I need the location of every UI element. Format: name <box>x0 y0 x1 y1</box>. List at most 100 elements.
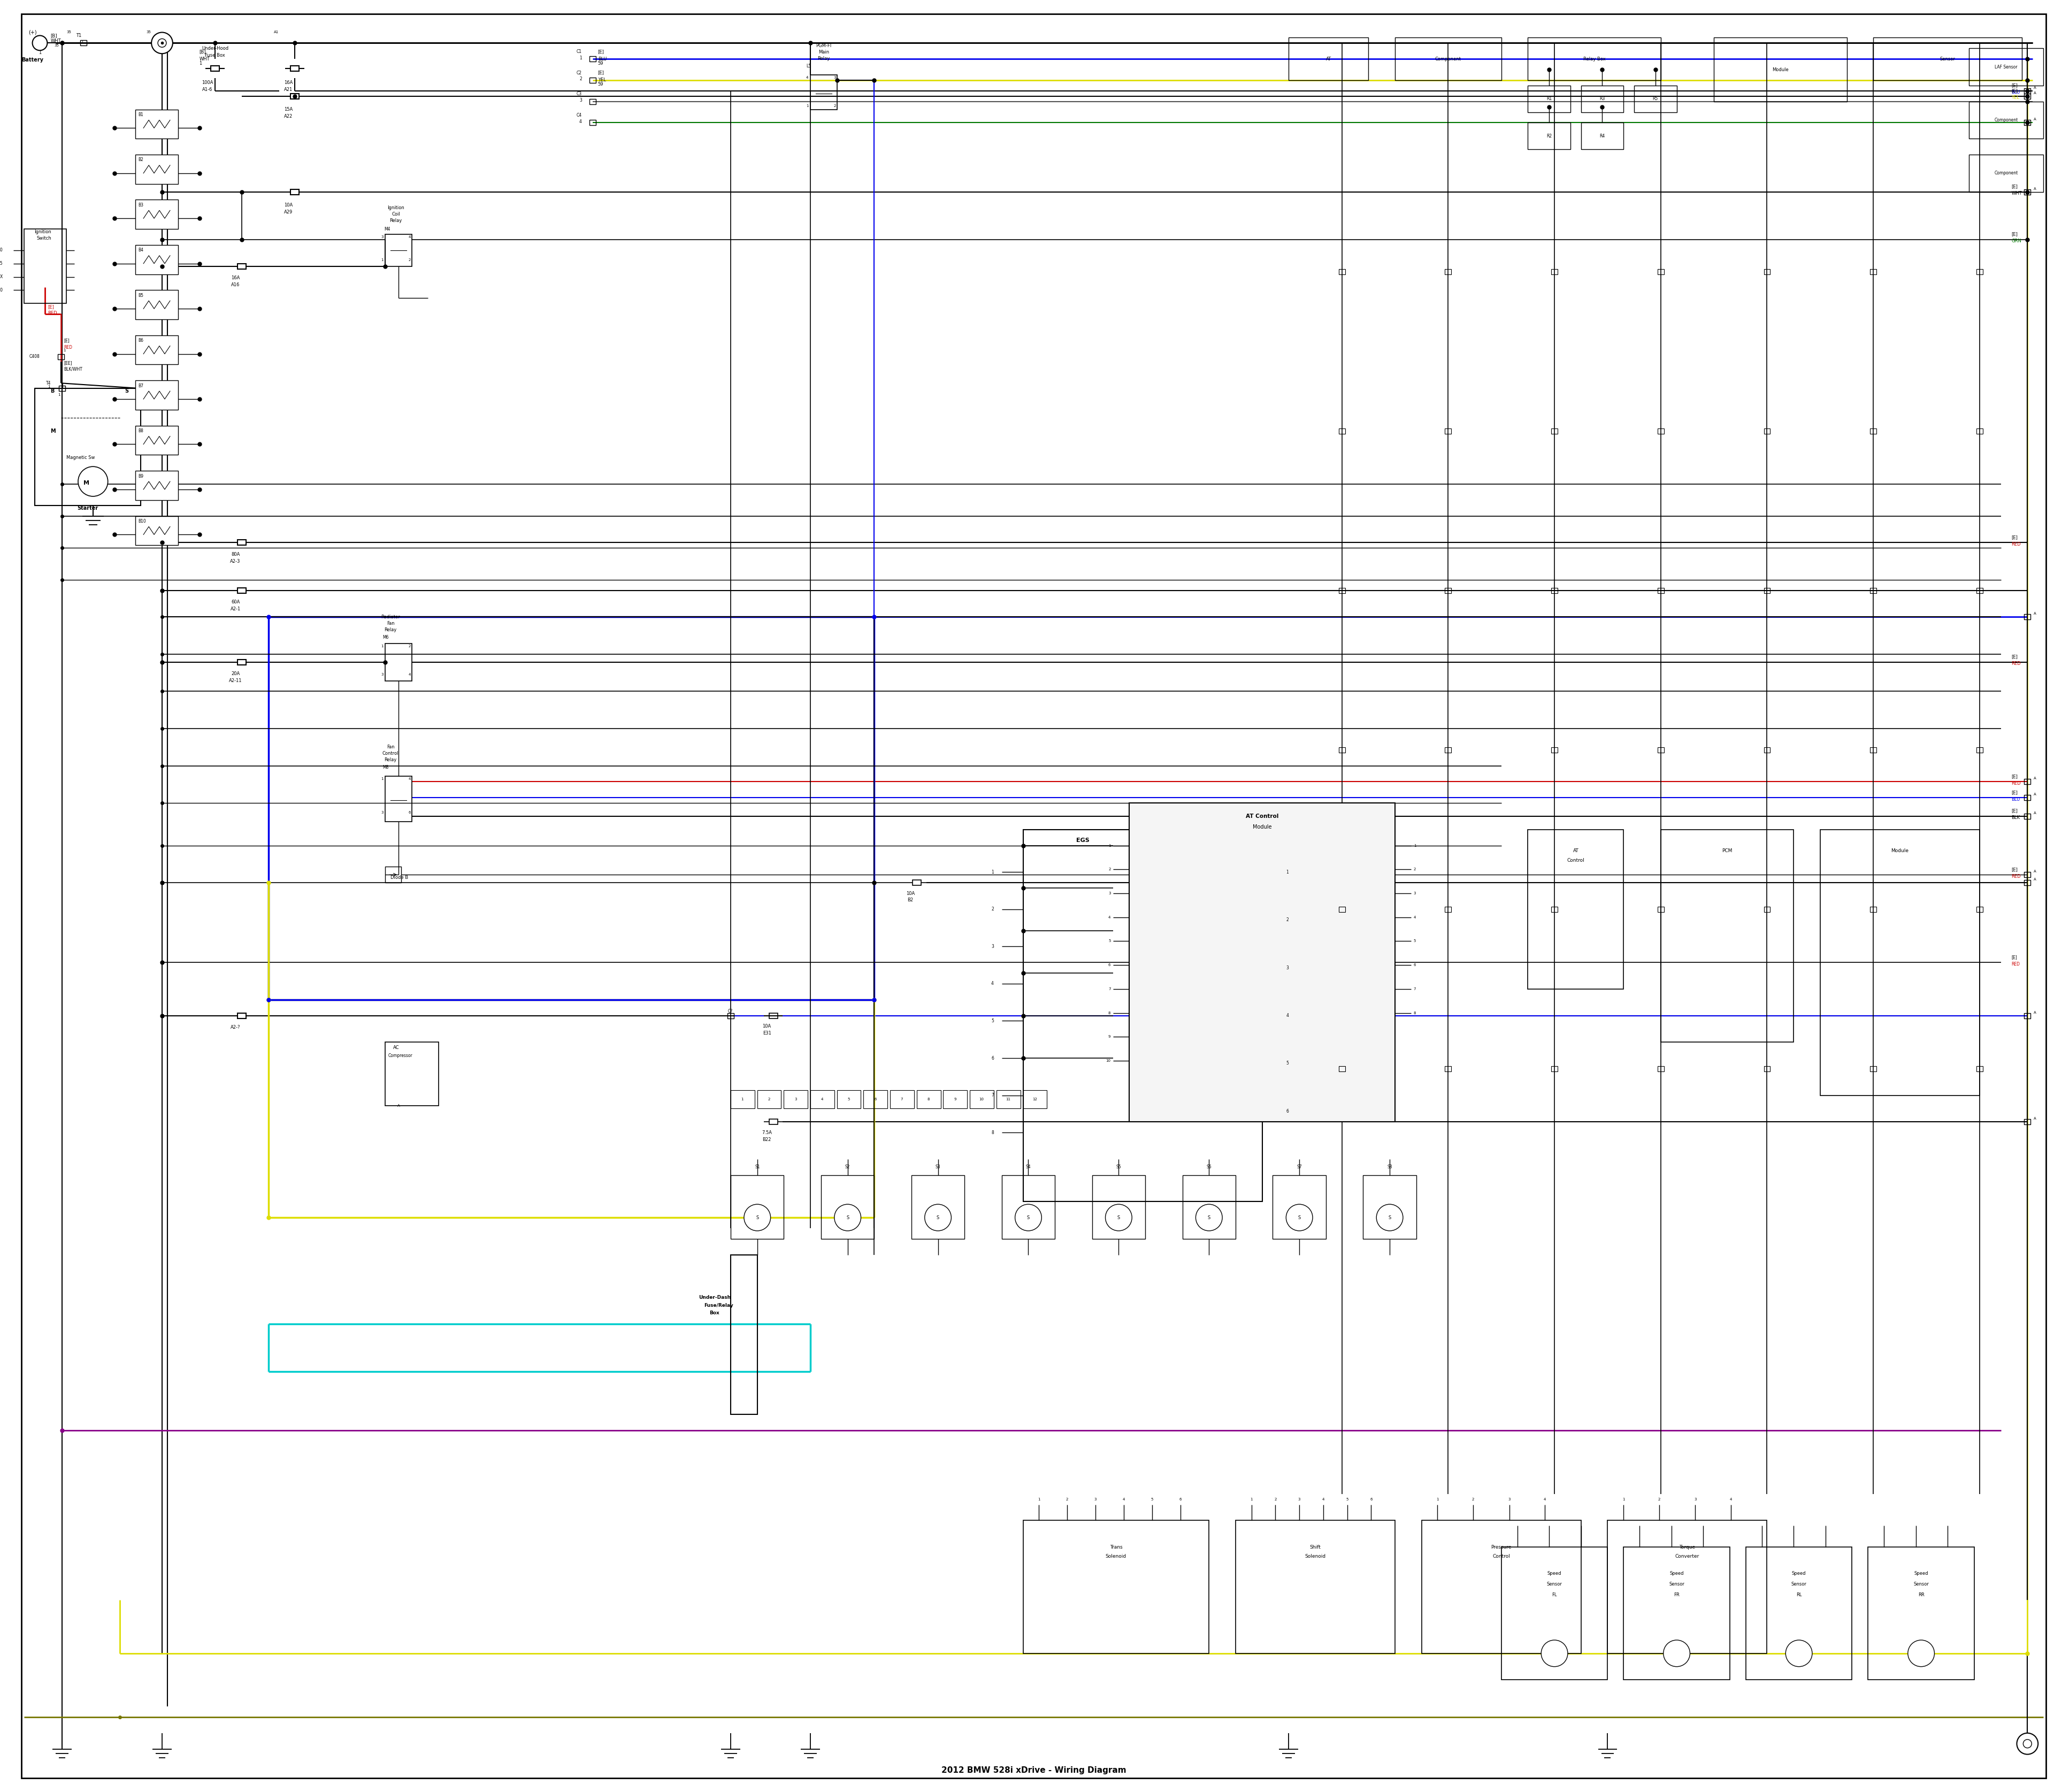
Bar <box>1976 747 1982 753</box>
Text: A21: A21 <box>283 88 294 91</box>
Text: 3: 3 <box>1109 892 1111 894</box>
Text: Radiator: Radiator <box>382 615 401 620</box>
Text: 5: 5 <box>1286 1061 1288 1066</box>
Bar <box>1970 48 2044 86</box>
Text: Module: Module <box>1253 824 1271 830</box>
Text: C4: C4 <box>577 113 581 118</box>
Text: Battery: Battery <box>21 57 43 63</box>
Bar <box>1869 588 1877 593</box>
Bar <box>1976 269 1982 274</box>
Text: 2: 2 <box>1109 867 1111 871</box>
Text: 1: 1 <box>58 392 60 396</box>
Text: 2012 BMW 528i xDrive - Wiring Diagram: 2012 BMW 528i xDrive - Wiring Diagram <box>941 1767 1126 1774</box>
Bar <box>136 154 179 185</box>
Text: 15A: 15A <box>283 108 294 111</box>
Text: Sensor: Sensor <box>1914 1582 1929 1586</box>
Circle shape <box>1376 1204 1403 1231</box>
Bar <box>386 1043 438 1106</box>
Text: [E]: [E] <box>2011 185 2017 188</box>
Bar <box>943 1090 967 1109</box>
Text: A: A <box>2033 792 2036 796</box>
Text: RED: RED <box>47 310 58 315</box>
Text: Converter: Converter <box>1676 1554 1699 1559</box>
Text: 4: 4 <box>1323 1498 1325 1502</box>
Text: Module: Module <box>1892 848 1908 853</box>
Text: [E]: [E] <box>2011 82 2017 88</box>
Bar <box>1873 38 2021 81</box>
Text: A2-1: A2-1 <box>230 607 240 611</box>
Text: R3: R3 <box>1600 97 1604 100</box>
Text: Under-Dash: Under-Dash <box>698 1296 731 1299</box>
Bar <box>1764 588 1771 593</box>
Text: A1: A1 <box>273 30 279 34</box>
Text: Compressor: Compressor <box>388 1054 413 1057</box>
Text: Under-Hood: Under-Hood <box>201 47 228 50</box>
Bar <box>1820 830 1980 1095</box>
Text: 16A: 16A <box>283 81 294 86</box>
Text: 2: 2 <box>768 1097 770 1100</box>
Text: [E]: [E] <box>2011 654 2017 659</box>
Text: S8: S8 <box>1386 1165 1393 1170</box>
Text: [E]: [E] <box>2011 808 2017 814</box>
Bar <box>1764 269 1771 274</box>
Text: C?: C? <box>727 1009 733 1014</box>
Circle shape <box>1195 1204 1222 1231</box>
Text: 3: 3 <box>1695 1498 1697 1502</box>
Bar <box>386 867 401 883</box>
Text: RED: RED <box>2011 962 2019 966</box>
Text: BLU: BLU <box>598 57 606 61</box>
Text: C1: C1 <box>577 48 581 54</box>
Bar <box>822 1176 875 1238</box>
Text: Coil: Coil <box>392 211 401 217</box>
Bar <box>238 539 246 545</box>
Text: B1: B1 <box>138 113 144 116</box>
Bar <box>25 229 66 303</box>
Text: [E]: [E] <box>64 339 70 342</box>
Text: 4: 4 <box>822 1097 824 1100</box>
Text: 3: 3 <box>1413 892 1415 894</box>
Bar <box>1764 1066 1771 1072</box>
Bar <box>1002 1176 1056 1238</box>
Text: 7: 7 <box>1413 987 1415 991</box>
Bar <box>1869 269 1877 274</box>
Bar <box>292 66 300 72</box>
Text: A: A <box>2033 878 2036 882</box>
Circle shape <box>1015 1204 1041 1231</box>
Text: 3: 3 <box>579 99 581 102</box>
Text: 9: 9 <box>953 1097 957 1100</box>
Text: 4: 4 <box>409 235 411 238</box>
Text: A2-?: A2-? <box>230 1025 240 1030</box>
Bar <box>1970 102 2044 138</box>
Text: 2: 2 <box>409 258 411 262</box>
Text: [E]: [E] <box>2011 534 2017 539</box>
Text: 5: 5 <box>992 1018 994 1023</box>
Text: Sensor: Sensor <box>1547 1582 1563 1586</box>
Text: B: B <box>51 389 53 394</box>
Circle shape <box>78 466 109 496</box>
Bar <box>889 1090 914 1109</box>
Text: Torque: Torque <box>1680 1545 1695 1550</box>
Text: Control: Control <box>1567 858 1584 862</box>
Text: Relay: Relay <box>384 627 396 633</box>
Text: 10: 10 <box>980 1097 984 1100</box>
Text: YEL: YEL <box>598 77 606 82</box>
Bar <box>811 1090 834 1109</box>
Text: 4: 4 <box>805 75 809 79</box>
Text: Fan: Fan <box>386 745 394 749</box>
Bar <box>1582 122 1623 149</box>
Text: RED: RED <box>2011 661 2021 667</box>
Text: Shift: Shift <box>1310 1545 1321 1550</box>
Circle shape <box>158 39 166 47</box>
Text: A: A <box>396 1104 401 1107</box>
Text: 7: 7 <box>992 1093 994 1098</box>
Text: C3: C3 <box>577 91 581 97</box>
Bar <box>136 199 179 229</box>
Text: 8: 8 <box>1109 1011 1111 1014</box>
Text: RED: RED <box>2011 874 2021 878</box>
Text: Fuse Box: Fuse Box <box>205 52 226 57</box>
Bar <box>1288 38 1368 81</box>
Text: [E]: [E] <box>2011 231 2017 237</box>
Text: 11: 11 <box>1006 1097 1011 1100</box>
Bar <box>1623 1546 1729 1679</box>
Bar <box>1421 1520 1582 1654</box>
